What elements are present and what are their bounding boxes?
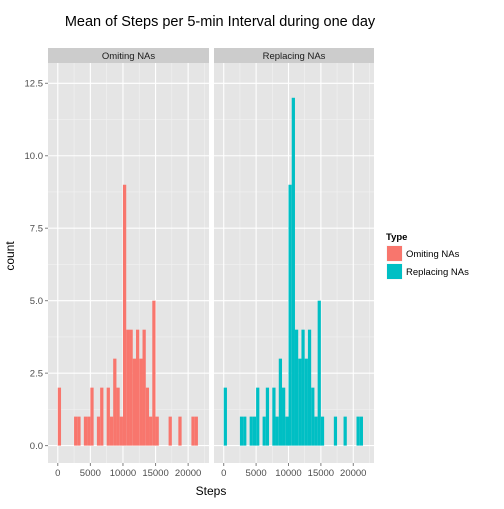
histogram-bar [74, 416, 78, 446]
histogram-bar [139, 358, 143, 446]
histogram-bar [311, 387, 315, 446]
facet-panel: Replacing NAs 0 5000 10000 15000 20000 [214, 48, 374, 479]
x-tick-label: 10000 [275, 468, 301, 479]
x-tick-label: 5000 [246, 468, 267, 479]
histogram-bar [288, 184, 292, 446]
histogram-bar [106, 387, 110, 446]
histogram-bar [145, 387, 150, 446]
y-axis-label: count [3, 241, 17, 271]
facet-panels: Omiting NAs 0 5000 10000 15000 20000 0.0 2.5 5.0… [25, 48, 374, 479]
x-tick-label: 15000 [142, 468, 168, 479]
x-tick-label: 15000 [308, 468, 334, 479]
histogram-bar [272, 387, 276, 446]
chart-title: Mean of Steps per 5-min Interval during … [65, 14, 376, 30]
histogram-bar [307, 329, 312, 446]
facet-strip-label: Replacing NAs [263, 51, 326, 62]
legend-label: Omiting NAs [406, 249, 460, 260]
histogram-bar [249, 416, 253, 446]
histogram-bar [278, 358, 283, 446]
legend-label: Replacing NAs [406, 267, 469, 278]
legend-key [387, 264, 402, 279]
histogram-bar [301, 329, 305, 446]
histogram-bar [256, 387, 260, 446]
histogram-bar [77, 416, 81, 446]
histogram-bar [243, 416, 247, 446]
histogram-bar [113, 358, 117, 446]
x-tick-label: 10000 [110, 468, 136, 479]
legend: Type Omiting NAs Replacing NAs [385, 232, 469, 281]
histogram-bar [265, 387, 270, 446]
histogram-bar [152, 300, 156, 446]
histogram-bar [178, 416, 182, 446]
y-tick-label: 10.0 [25, 151, 44, 162]
facet-strip-label: Omiting NAs [102, 51, 156, 62]
histogram-bar [155, 416, 159, 446]
legend-item: Omiting NAs [385, 244, 460, 263]
histogram-bar [194, 416, 198, 446]
legend-item: Replacing NAs [385, 262, 469, 281]
histogram-bar [87, 416, 91, 446]
histogram-bar [275, 416, 279, 446]
x-axis-label: Steps [196, 484, 227, 498]
histogram-bar [333, 416, 338, 446]
histogram-bar [304, 358, 308, 446]
histogram-bar [135, 329, 140, 446]
y-tick-label: 2.5 [30, 368, 43, 379]
histogram-bar [291, 97, 295, 446]
histogram-bar [239, 416, 244, 446]
histogram-bar [142, 329, 146, 446]
x-tick-label: 5000 [80, 468, 101, 479]
x-tick-label: 0 [221, 468, 226, 479]
histogram-bar [122, 184, 127, 446]
x-tick-label: 0 [55, 468, 60, 479]
histogram-bar [119, 416, 123, 446]
y-tick-label: 12.5 [25, 79, 44, 90]
legend-key [387, 246, 402, 261]
legend-items: Omiting NAs Replacing NAs [385, 244, 469, 281]
histogram-bar [168, 416, 172, 446]
histogram-bar [83, 416, 88, 446]
histogram-bar [149, 416, 153, 446]
x-tick-label: 20000 [340, 468, 366, 479]
histogram-bar [223, 387, 227, 446]
histogram-bar [356, 416, 360, 446]
histogram-bar [129, 329, 133, 446]
histogram-bar [252, 416, 257, 446]
facet-strip [48, 48, 209, 63]
histogram-bar [320, 416, 325, 446]
histogram-bar [285, 416, 289, 446]
facet-strip [214, 48, 374, 63]
y-tick-label: 5.0 [30, 296, 43, 307]
histogram-bar [109, 416, 114, 446]
x-tick-label: 20000 [175, 468, 201, 479]
histogram-bar [116, 387, 120, 446]
histogram-bar [343, 416, 347, 446]
histogram-bar [359, 416, 363, 446]
histogram-bar [90, 387, 94, 446]
histogram-bar [126, 329, 130, 446]
histogram-bar [298, 358, 302, 446]
histogram-bar [96, 416, 101, 446]
y-tick-label: 0.0 [30, 441, 43, 452]
histogram-bar [132, 358, 136, 446]
histogram-bar [191, 416, 195, 446]
facet-panel: Omiting NAs 0 5000 10000 15000 20000 0.0 2.5 5.0… [25, 48, 209, 479]
y-tick-label: 7.5 [30, 224, 43, 235]
histogram-bar [314, 416, 318, 446]
histogram-bar [262, 416, 266, 446]
histogram-bar [100, 387, 104, 446]
histogram-bar [57, 387, 62, 446]
histogram-bar [294, 329, 299, 446]
histogram-bar [282, 387, 286, 446]
histogram-bar [317, 300, 321, 446]
legend-title: Type [386, 232, 407, 243]
